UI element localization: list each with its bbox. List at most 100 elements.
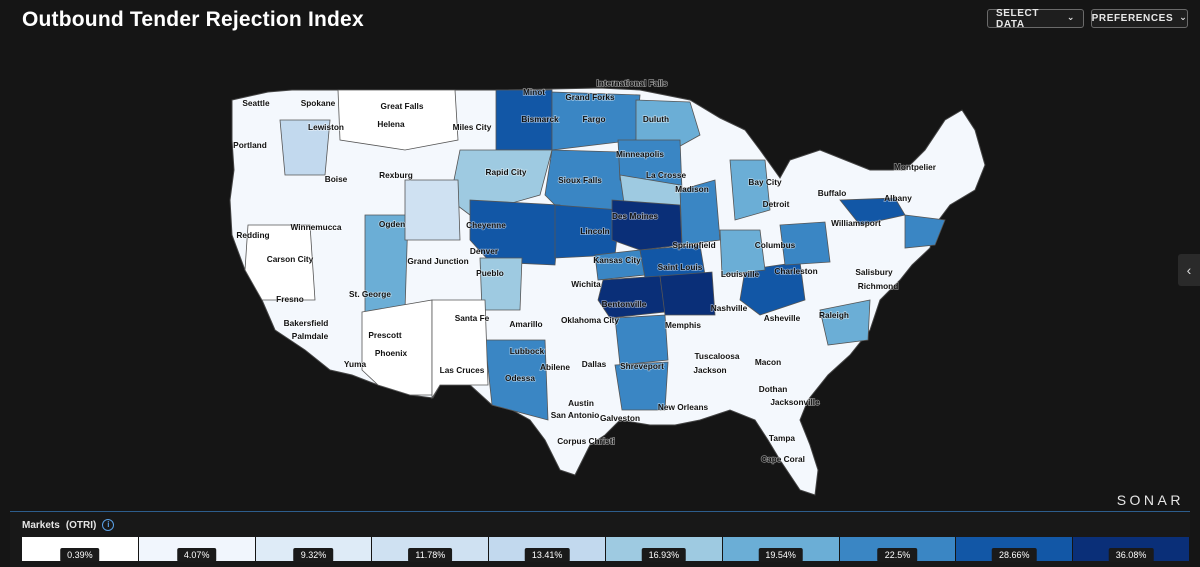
legend-metric-text: (OTRI) (65, 519, 97, 531)
city-label: Madison (675, 184, 709, 194)
city-label: Minot (523, 87, 545, 97)
city-label: Macon (755, 357, 781, 367)
city-label: Tuscaloosa (694, 351, 739, 361)
city-label: Helena (377, 119, 405, 129)
city-label: Phoenix (375, 348, 408, 358)
legend-bin: 0.39% (22, 537, 139, 562)
select-data-button[interactable]: SELECT DATA ⌄ (987, 7, 1084, 30)
city-labels: Seattle Spokane Great Falls Minot Internatio… (232, 77, 937, 464)
city-label: Seattle (242, 98, 270, 108)
city-label: Spokane (301, 98, 336, 108)
region[interactable] (611, 199, 683, 251)
select-data-label: SELECT DATA (996, 7, 1040, 30)
region[interactable] (614, 361, 669, 411)
city-label: Rapid City (485, 167, 526, 177)
city-label: Raleigh (819, 310, 849, 320)
city-label: Salisbury (855, 267, 893, 277)
city-label: Bismarck (521, 114, 559, 124)
legend-title-text: Markets (22, 519, 60, 531)
city-label: Portland (233, 140, 267, 150)
legend-bin: 19.54% (722, 537, 840, 562)
city-label: Lewiston (308, 122, 344, 132)
region[interactable] (719, 229, 766, 276)
city-label: Des Moines (612, 211, 658, 221)
city-label: Austin (568, 398, 594, 408)
legend-bin: 13.41% (489, 537, 606, 562)
region[interactable] (819, 299, 871, 346)
city-label: Carson City (267, 254, 314, 264)
city-label: Nashville (711, 303, 748, 313)
region[interactable] (679, 179, 721, 246)
city-label: Grand Junction (407, 256, 468, 266)
city-label: Bentonville (602, 299, 647, 309)
city-label: Miles City (453, 122, 492, 132)
legend-bin-label: 9.32% (293, 548, 334, 562)
city-label: Springfield (672, 240, 715, 250)
legend-bar: 0.39% 4.07% 9.32% 11.78% 13.41% 16.93% 19.54% 2… (22, 537, 1190, 562)
city-label: Richmond (858, 281, 899, 291)
region[interactable] (597, 275, 666, 319)
city-label: Santa Fe (455, 313, 490, 323)
city-label: Lubbock (510, 346, 545, 356)
city-label: Bay City (748, 177, 782, 187)
city-label: Kansas City (593, 255, 641, 265)
page-title: Outbound Tender Rejection Index (22, 8, 364, 31)
city-label: Denver (470, 246, 499, 256)
city-label: Corpus Christi (557, 436, 615, 446)
region[interactable] (659, 271, 716, 316)
legend-bin: 4.07% (138, 537, 256, 562)
region[interactable] (904, 214, 946, 249)
city-label: Boise (325, 174, 348, 184)
region[interactable] (614, 314, 669, 366)
city-label: Yuma (344, 359, 367, 369)
collapse-panel-button[interactable]: ‹ (1178, 254, 1200, 286)
region[interactable] (337, 89, 459, 151)
city-label: Shreveport (620, 361, 664, 371)
city-label: San Antonio (551, 410, 600, 420)
info-icon[interactable]: i (102, 519, 115, 531)
city-label: Galveston (600, 413, 640, 423)
region[interactable] (779, 221, 831, 266)
region[interactable] (244, 224, 316, 301)
city-label: Albany (884, 193, 912, 203)
city-label: Odessa (505, 373, 535, 383)
preferences-button[interactable]: PREFERENCES ⌄ (1091, 9, 1188, 28)
legend-bin-label: 11.78% (408, 548, 453, 562)
city-label: Jackson (693, 365, 726, 375)
legend-bin-label: 36.08% (1108, 548, 1154, 562)
city-label: Minneapolis (616, 149, 664, 159)
legend-bin-label: 19.54% (758, 548, 803, 562)
city-label: Columbus (755, 240, 796, 250)
city-label: Dothan (759, 384, 788, 394)
region[interactable] (404, 179, 461, 241)
city-label: Saint Louis (658, 262, 703, 272)
chevron-down-icon: ⌄ (1066, 12, 1075, 22)
legend-title: Markets (OTRI) i (22, 519, 115, 531)
market-regions[interactable] (244, 89, 946, 421)
city-label: Winnemucca (290, 222, 341, 232)
city-label: St. George (349, 289, 391, 299)
region[interactable] (729, 159, 771, 221)
city-label: Bakersfield (284, 318, 329, 328)
city-label: Sioux Falls (558, 175, 602, 185)
region[interactable] (279, 119, 331, 176)
city-label: Ogden (379, 219, 405, 229)
region[interactable] (484, 339, 549, 421)
city-label: Duluth (643, 114, 669, 124)
city-label: Cheyenne (466, 220, 506, 230)
city-label: Asheville (764, 313, 801, 323)
city-label: Jacksonville (770, 397, 820, 407)
city-label: Abilene (540, 362, 570, 372)
us-market-map[interactable]: Seattle Spokane Great Falls Minot Internatio… (0, 40, 1200, 500)
legend-panel: Markets (OTRI) i 0.39% 4.07% 9.32% 11.78% 13… (10, 511, 1190, 567)
region[interactable] (469, 199, 561, 266)
region[interactable] (479, 257, 523, 311)
region[interactable] (431, 299, 489, 400)
city-label: Louisville (721, 269, 760, 279)
city-label: Prescott (368, 330, 401, 340)
city-label: Lincoln (580, 226, 610, 236)
city-label: International Falls (597, 78, 668, 88)
city-label: Fargo (582, 114, 605, 124)
legend-bin-label: 4.07% (176, 548, 217, 562)
legend-bin-label: 13.41% (524, 548, 570, 562)
